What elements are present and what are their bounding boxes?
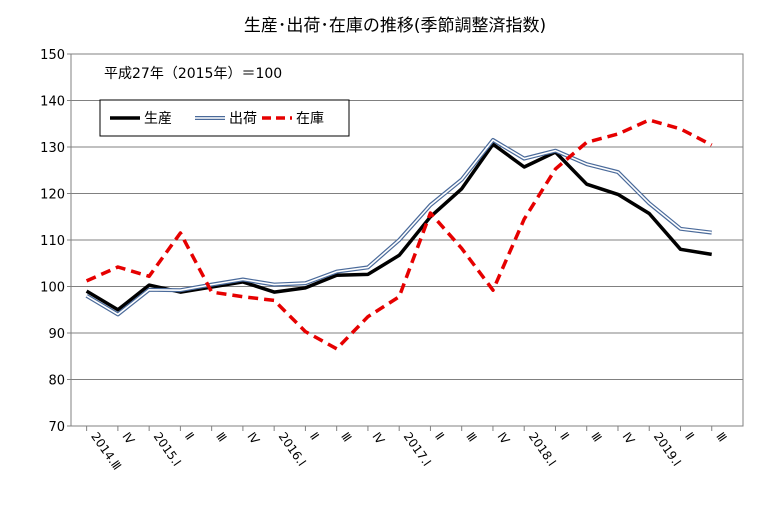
y-tick-label: 150	[40, 48, 65, 63]
chart-title: 生産･出荷･在庫の推移(季節調整済指数)	[244, 16, 546, 36]
legend-label: 生産	[144, 111, 172, 127]
y-tick-label: 70	[48, 420, 65, 435]
x-tick-label: Ⅱ	[432, 430, 447, 443]
legend: 生産 出荷 在庫	[99, 99, 350, 137]
legend-label: 在庫	[296, 110, 324, 127]
x-tick-label: 2019.Ⅰ	[651, 430, 684, 469]
x-tick-label: Ⅳ	[369, 430, 387, 447]
x-tick-label: Ⅳ	[244, 430, 262, 447]
x-tick-label: Ⅳ	[119, 430, 137, 447]
y-tick-label: 120	[40, 188, 65, 203]
x-tick-label: Ⅲ	[463, 430, 479, 445]
x-tick-label: 2015.Ⅰ	[151, 430, 184, 469]
y-axis-ticks: 70 80 90 100 110 120 130 140 150	[40, 48, 71, 435]
x-tick-label: Ⅱ	[307, 430, 322, 443]
x-tick-label: Ⅲ	[338, 430, 354, 445]
base-year-note: 平成27年（2015年）＝100	[104, 66, 282, 82]
series-lines	[85, 118, 713, 351]
x-tick-label: Ⅱ	[557, 430, 572, 443]
x-tick-label: Ⅱ	[182, 430, 197, 443]
y-tick-label: 110	[40, 234, 65, 249]
series-line	[85, 142, 712, 312]
x-tick-label: Ⅲ	[713, 430, 729, 445]
x-tick-label: Ⅳ	[620, 430, 638, 447]
y-tick-label: 100	[40, 281, 65, 296]
x-tick-label: 2016.Ⅰ	[276, 430, 309, 469]
series-line	[85, 118, 713, 351]
y-tick-label: 140	[40, 95, 65, 110]
x-tick-label: 2014.Ⅲ	[88, 430, 124, 473]
y-tick-label: 80	[48, 374, 65, 389]
x-tick-label: Ⅲ	[213, 430, 229, 445]
series-line	[86, 139, 712, 316]
grid-lines	[71, 100, 743, 380]
legend-label: 出荷	[229, 111, 257, 127]
x-tick-label: Ⅲ	[588, 430, 604, 445]
x-tick-label: Ⅳ	[494, 430, 512, 447]
y-tick-label: 130	[40, 141, 65, 156]
x-tick-label: 2017.Ⅰ	[401, 430, 434, 469]
x-tick-label: Ⅱ	[682, 430, 697, 443]
x-tick-label: 2018.Ⅰ	[526, 430, 559, 469]
y-tick-label: 90	[48, 327, 65, 342]
